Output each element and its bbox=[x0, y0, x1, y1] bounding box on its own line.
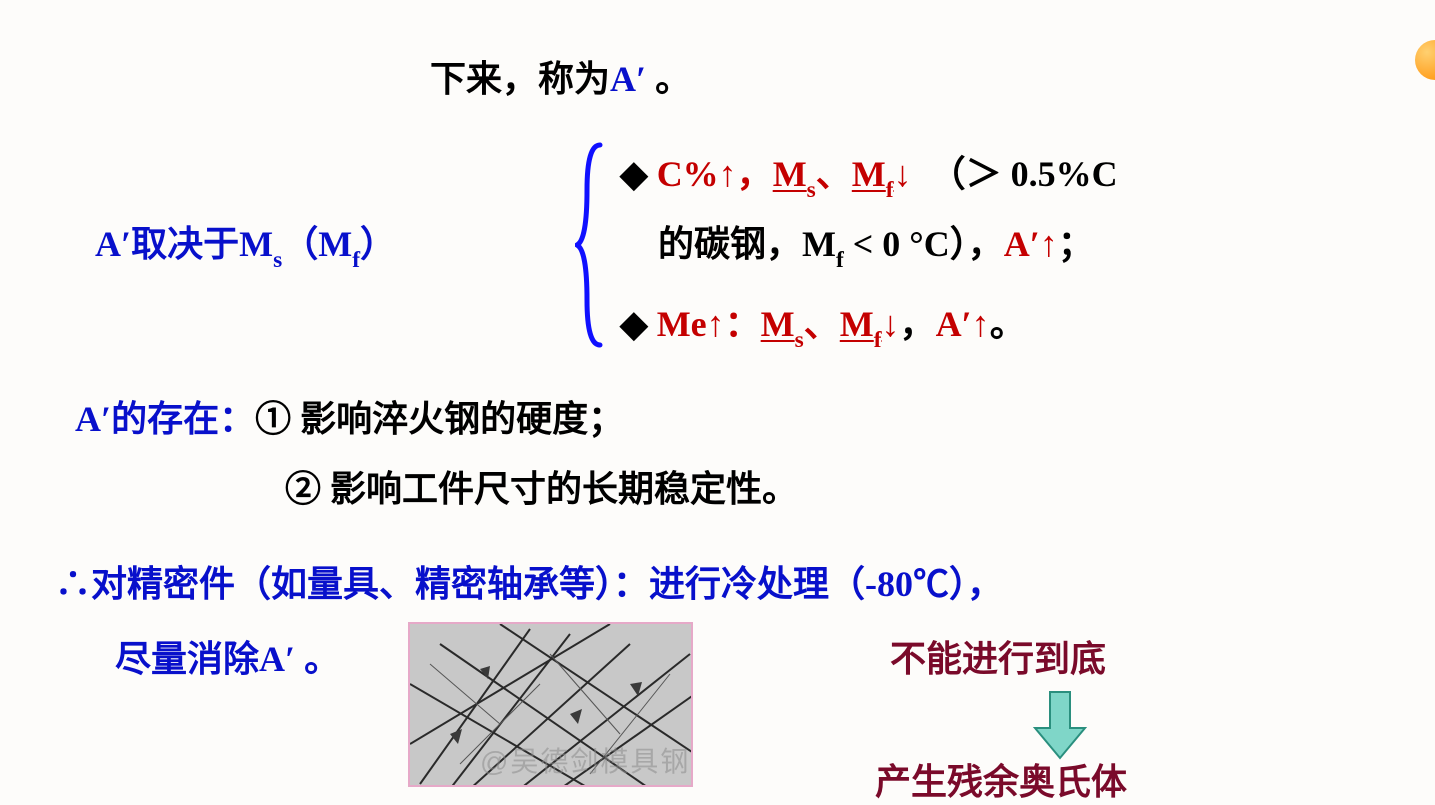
existence-line-2: ② 影响工件尺寸的长期稳定性。 bbox=[285, 460, 798, 512]
paren: （ bbox=[282, 224, 318, 264]
text: < 0 °C） bbox=[844, 224, 968, 264]
text: 产生残余奥氏体 bbox=[875, 762, 1127, 802]
Mf: Mf bbox=[802, 224, 844, 264]
text: 取决于 bbox=[131, 224, 239, 264]
watermark: @吴德剑模具钢 bbox=[480, 740, 690, 780]
line-top: 下来，称为A′ 。 bbox=[430, 50, 691, 102]
Ms: Ms bbox=[239, 224, 282, 264]
text: ， bbox=[968, 224, 1004, 264]
depends-lhs: A′取决于Ms（Mf） bbox=[95, 215, 396, 271]
down-arrow: ↓ bbox=[882, 304, 900, 344]
therefore-line-1: ∴对精密件（如量具、精密轴承等）：进行冷处理（-80℃）， bbox=[55, 555, 1003, 607]
A-prime-up: A′↑ bbox=[1004, 224, 1058, 264]
existence-line-1: A′的存在：① 影响淬火钢的硬度； bbox=[75, 390, 624, 442]
bullet-1-line-2: 的碳钢，Mf < 0 °C），A′↑； bbox=[658, 215, 1094, 271]
text: ∴对精密件（如量具、精密轴承等）：进行冷处理（-80℃）， bbox=[55, 564, 1003, 604]
bullet-2: ◆ Me↑：Ms、Mf↓，A′↑。 bbox=[620, 295, 1026, 351]
Mf: Mf bbox=[840, 304, 882, 344]
label: A′的存在： bbox=[75, 399, 255, 439]
text: 尽量消除 bbox=[115, 639, 259, 679]
sep: 、 bbox=[804, 304, 840, 344]
A-prime: A′ bbox=[95, 224, 131, 264]
down-arrow-icon bbox=[1030, 690, 1090, 760]
text: C%↑， bbox=[657, 154, 773, 194]
Ms: Ms bbox=[773, 154, 816, 194]
text: 。 bbox=[295, 639, 340, 679]
curly-brace bbox=[575, 140, 605, 350]
decorative-corner bbox=[1415, 40, 1435, 80]
text: 。 bbox=[990, 304, 1026, 344]
note-cannot-complete: 不能进行到底 bbox=[890, 630, 1106, 682]
text: ， bbox=[900, 304, 936, 344]
paren: ） bbox=[360, 224, 396, 264]
therefore-line-2: 尽量消除A′ 。 bbox=[115, 630, 340, 682]
Mf: Mf bbox=[852, 154, 894, 194]
diamond-icon: ◆ bbox=[620, 154, 657, 194]
text: ② 影响工件尺寸的长期稳定性。 bbox=[285, 469, 798, 509]
sep: 、 bbox=[816, 154, 852, 194]
down-arrow: ↓ bbox=[894, 154, 912, 194]
diamond-icon: ◆ bbox=[620, 304, 657, 344]
text: （＞ 0.5%C bbox=[930, 154, 1118, 194]
text: ； bbox=[1058, 224, 1094, 264]
text: 。 bbox=[646, 59, 691, 99]
A-prime-up: A′↑ bbox=[936, 304, 990, 344]
text: ① 影响淬火钢的硬度； bbox=[255, 399, 624, 439]
bullet-1-line-1: ◆ C%↑，Ms、Mf↓ （＞ 0.5%C bbox=[620, 145, 1118, 201]
text: 不能进行到底 bbox=[890, 639, 1106, 679]
Mf: Mf bbox=[318, 224, 360, 264]
text: 下来，称为 bbox=[430, 59, 610, 99]
note-residual-austenite: 产生残余奥氏体 bbox=[875, 753, 1127, 805]
text: 的碳钢， bbox=[658, 224, 802, 264]
Ms: Ms bbox=[761, 304, 804, 344]
A-prime: A′ bbox=[259, 639, 295, 679]
A-prime: A′ bbox=[610, 59, 646, 99]
text: Me↑： bbox=[657, 304, 761, 344]
